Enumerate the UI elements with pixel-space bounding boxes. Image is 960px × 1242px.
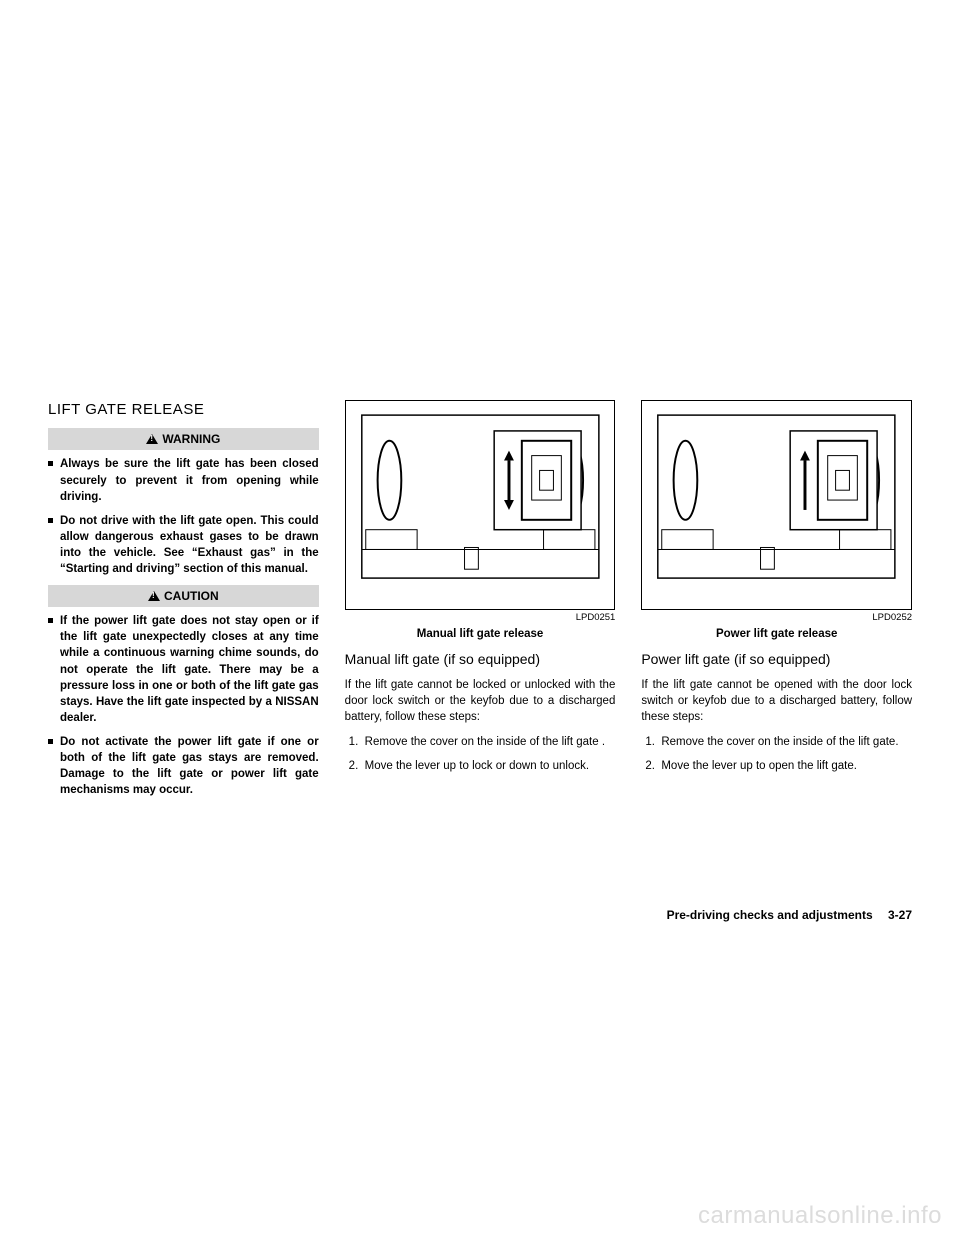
figure-power-liftgate (641, 400, 912, 610)
figure-caption: Power lift gate release (641, 627, 912, 643)
section-title: LIFT GATE RELEASE (48, 400, 319, 420)
steps-manual: Remove the cover on the inside of the li… (345, 734, 616, 774)
manual-page: LIFT GATE RELEASE WARNING Always be sure… (0, 0, 960, 1242)
warning-bar: WARNING (48, 428, 319, 450)
figure-code: LPD0251 (345, 612, 616, 625)
watermark: carmanualsonline.info (698, 1202, 942, 1230)
step-item: Move the lever up to lock or down to unl… (345, 758, 616, 774)
page-footer: Pre-driving checks and adjustments 3-27 (667, 908, 912, 922)
caution-list: If the power lift gate does not stay ope… (48, 613, 319, 798)
figure-caption: Manual lift gate release (345, 627, 616, 643)
step-item: Remove the cover on the inside of the li… (345, 734, 616, 750)
step-item: Remove the cover on the inside of the li… (641, 734, 912, 750)
caution-item: Do not activate the power lift gate if o… (48, 734, 319, 798)
caution-label: CAUTION (164, 588, 219, 604)
footer-section: Pre-driving checks and adjustments (667, 908, 873, 922)
warning-icon (146, 434, 158, 444)
liftgate-diagram-power (642, 401, 911, 609)
column-layout: LIFT GATE RELEASE WARNING Always be sure… (48, 400, 912, 806)
column-left: LIFT GATE RELEASE WARNING Always be sure… (48, 400, 319, 806)
figure-manual-liftgate (345, 400, 616, 610)
footer-page-number: 3-27 (888, 908, 912, 922)
steps-power: Remove the cover on the inside of the li… (641, 734, 912, 774)
sub-heading-power: Power lift gate (if so equipped) (641, 650, 912, 669)
intro-text: If the lift gate cannot be locked or unl… (345, 677, 616, 725)
column-right: LPD0252 Power lift gate release Power li… (641, 400, 912, 806)
figure-code: LPD0252 (641, 612, 912, 625)
caution-icon (148, 591, 160, 601)
warning-item: Do not drive with the lift gate open. Th… (48, 513, 319, 577)
intro-text: If the lift gate cannot be opened with t… (641, 677, 912, 725)
column-middle: LPD0251 Manual lift gate release Manual … (345, 400, 616, 806)
sub-heading-manual: Manual lift gate (if so equipped) (345, 650, 616, 669)
warning-label: WARNING (162, 431, 220, 447)
liftgate-diagram-manual (346, 401, 615, 609)
caution-item: If the power lift gate does not stay ope… (48, 613, 319, 726)
warning-list: Always be sure the lift gate has been cl… (48, 456, 319, 577)
caution-bar: CAUTION (48, 585, 319, 607)
step-item: Move the lever up to open the lift gate. (641, 758, 912, 774)
warning-item: Always be sure the lift gate has been cl… (48, 456, 319, 504)
